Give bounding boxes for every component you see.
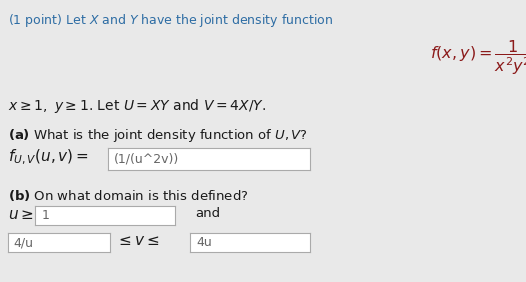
Text: 4/u: 4/u — [13, 236, 33, 249]
Text: 4u: 4u — [196, 236, 212, 249]
Text: $\leq \mathit{v} \leq$: $\leq \mathit{v} \leq$ — [116, 233, 160, 248]
Text: and: and — [195, 207, 220, 220]
Text: $\mathit{f}(\mathit{x}, \mathit{y}) = \dfrac{1}{\mathit{x}^2\mathit{y}^2},$: $\mathit{f}(\mathit{x}, \mathit{y}) = \d… — [430, 38, 526, 77]
Text: 1: 1 — [42, 209, 50, 222]
Text: $\mathbf{(b)}$ On what domain is this defined?: $\mathbf{(b)}$ On what domain is this de… — [8, 188, 248, 203]
Text: $\mathit{x} \geq 1,\ \mathit{y} \geq 1$. Let $\mathit{U} = \mathit{XY}$ and $\ma: $\mathit{x} \geq 1,\ \mathit{y} \geq 1$.… — [8, 97, 266, 115]
Text: $\mathbf{(a)}$ What is the joint density function of $\mathit{U},\mathit{V}$?: $\mathbf{(a)}$ What is the joint density… — [8, 127, 308, 144]
Text: (1 point) Let $\mathit{X}$ and $\mathit{Y}$ have the joint density function: (1 point) Let $\mathit{X}$ and $\mathit{… — [8, 12, 333, 29]
Text: (1/(u^2v)): (1/(u^2v)) — [114, 153, 179, 166]
Text: $\mathit{f}_{\mathit{U},\mathit{V}}(\mathit{u}, \mathit{v}) = $: $\mathit{f}_{\mathit{U},\mathit{V}}(\mat… — [8, 148, 89, 167]
Text: $\mathit{u} \geq$: $\mathit{u} \geq$ — [8, 207, 34, 222]
